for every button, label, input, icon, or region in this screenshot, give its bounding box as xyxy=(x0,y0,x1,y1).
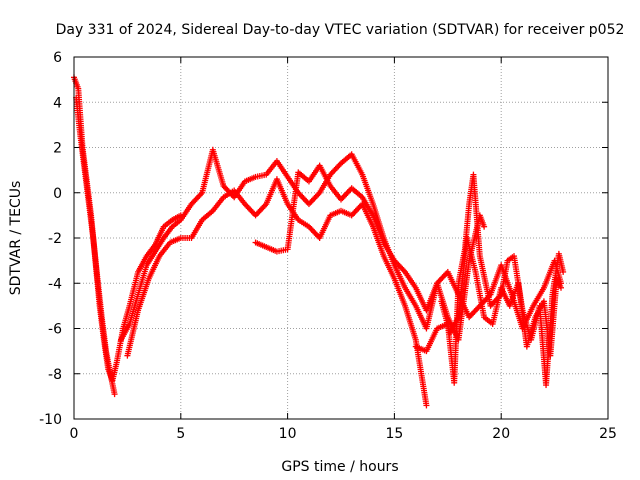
chart-title: Day 331 of 2024, Sidereal Day-to-day VTE… xyxy=(56,22,625,38)
x-tick-label: 25 xyxy=(599,426,617,442)
point-layer xyxy=(71,74,567,409)
tick-layer: 0 5 10 15 20 25 -10 -8 -6 -4 -2 0 2 4 6 xyxy=(39,50,617,442)
x-tick-label: 15 xyxy=(385,426,403,442)
y-tick-label: 0 xyxy=(53,186,62,202)
x-tick-label: 20 xyxy=(492,426,510,442)
grid-layer xyxy=(74,57,608,419)
data-point xyxy=(423,402,430,409)
y-tick-label: -4 xyxy=(48,276,62,292)
y-tick-label: -10 xyxy=(39,412,62,428)
y-tick-label: 6 xyxy=(53,50,62,66)
x-tick-label: 0 xyxy=(70,426,79,442)
y-tick-label: -8 xyxy=(48,367,62,383)
data-point xyxy=(481,223,488,230)
y-tick-label: 2 xyxy=(53,141,62,157)
y-axis-label: SDTVAR / TECUs xyxy=(8,181,24,296)
y-tick-label: -6 xyxy=(48,322,62,338)
x-axis-label: GPS time / hours xyxy=(281,459,398,475)
x-tick-label: 5 xyxy=(176,426,185,442)
data-point xyxy=(111,391,118,398)
y-tick-label: 4 xyxy=(53,95,62,111)
y-tick-label: -2 xyxy=(48,231,62,247)
x-tick-label: 10 xyxy=(279,426,297,442)
